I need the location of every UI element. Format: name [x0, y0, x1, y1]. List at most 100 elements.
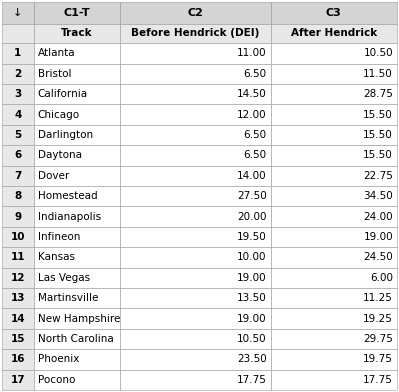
Bar — [2, 104, 34, 125]
Text: 24.00: 24.00 — [363, 212, 393, 221]
Text: 17.75: 17.75 — [237, 375, 267, 385]
Bar — [34, 247, 120, 268]
Bar — [120, 2, 271, 24]
Text: C2: C2 — [188, 8, 203, 18]
Text: 11: 11 — [10, 252, 25, 262]
Text: 12: 12 — [10, 273, 25, 283]
Text: 22.75: 22.75 — [363, 171, 393, 181]
Bar — [120, 349, 271, 370]
Text: 6.00: 6.00 — [370, 273, 393, 283]
Bar — [34, 349, 120, 370]
Bar — [120, 370, 271, 390]
Bar — [120, 268, 271, 288]
Text: 15.50: 15.50 — [363, 109, 393, 120]
Text: Daytona: Daytona — [38, 151, 81, 160]
Bar — [271, 186, 397, 206]
Bar — [120, 227, 271, 247]
Text: 16: 16 — [10, 354, 25, 365]
Bar — [2, 64, 34, 84]
Text: 11.50: 11.50 — [363, 69, 393, 79]
Bar — [2, 2, 34, 24]
Bar — [34, 165, 120, 186]
Bar — [271, 206, 397, 227]
Bar — [34, 84, 120, 104]
Text: 1: 1 — [14, 48, 22, 58]
Text: 29.75: 29.75 — [363, 334, 393, 344]
Bar — [271, 64, 397, 84]
Text: 2: 2 — [14, 69, 22, 79]
Text: 28.75: 28.75 — [363, 89, 393, 99]
Text: ↓: ↓ — [13, 8, 22, 18]
Bar — [34, 370, 120, 390]
Text: 8: 8 — [14, 191, 22, 201]
Bar — [120, 24, 271, 43]
Text: 20.00: 20.00 — [237, 212, 267, 221]
Bar — [2, 43, 34, 64]
Text: 19.25: 19.25 — [363, 314, 393, 324]
Text: Las Vegas: Las Vegas — [38, 273, 90, 283]
Bar — [34, 125, 120, 145]
Bar — [271, 349, 397, 370]
Text: 14.50: 14.50 — [237, 89, 267, 99]
Bar — [120, 64, 271, 84]
Text: Before Hendrick (DEI): Before Hendrick (DEI) — [131, 28, 260, 38]
Text: 6.50: 6.50 — [243, 69, 267, 79]
Text: 10.50: 10.50 — [237, 334, 267, 344]
Bar — [34, 288, 120, 309]
Bar — [120, 206, 271, 227]
Bar — [2, 329, 34, 349]
Text: Kansas: Kansas — [38, 252, 75, 262]
Text: After Hendrick: After Hendrick — [291, 28, 377, 38]
Bar — [34, 329, 120, 349]
Text: 9: 9 — [14, 212, 22, 221]
Text: 10.50: 10.50 — [363, 48, 393, 58]
Text: 15: 15 — [10, 334, 25, 344]
Bar — [34, 64, 120, 84]
Bar — [2, 186, 34, 206]
Bar — [2, 370, 34, 390]
Text: California: California — [38, 89, 88, 99]
Text: Chicago: Chicago — [38, 109, 80, 120]
Bar — [271, 125, 397, 145]
Text: Indianapolis: Indianapolis — [38, 212, 101, 221]
Text: C3: C3 — [326, 8, 342, 18]
Bar — [120, 165, 271, 186]
Bar — [2, 349, 34, 370]
Bar — [271, 165, 397, 186]
Text: Dover: Dover — [38, 171, 69, 181]
Text: 6.50: 6.50 — [243, 130, 267, 140]
Text: 15.50: 15.50 — [363, 130, 393, 140]
Text: Darlington: Darlington — [38, 130, 93, 140]
Text: 27.50: 27.50 — [237, 191, 267, 201]
Bar — [271, 329, 397, 349]
Bar — [120, 329, 271, 349]
Bar — [271, 104, 397, 125]
Text: 19.00: 19.00 — [363, 232, 393, 242]
Bar — [271, 145, 397, 165]
Text: 17: 17 — [10, 375, 25, 385]
Text: 6: 6 — [14, 151, 22, 160]
Bar — [271, 288, 397, 309]
Text: 19.00: 19.00 — [237, 273, 267, 283]
Bar — [120, 309, 271, 329]
Bar — [271, 268, 397, 288]
Text: 11.00: 11.00 — [237, 48, 267, 58]
Bar — [2, 288, 34, 309]
Text: Bristol: Bristol — [38, 69, 71, 79]
Bar — [34, 2, 120, 24]
Text: 34.50: 34.50 — [363, 191, 393, 201]
Text: Infineon: Infineon — [38, 232, 80, 242]
Text: 13: 13 — [10, 293, 25, 303]
Text: Homestead: Homestead — [38, 191, 97, 201]
Bar — [2, 84, 34, 104]
Bar — [34, 145, 120, 165]
Bar — [34, 206, 120, 227]
Bar — [271, 84, 397, 104]
Text: 6.50: 6.50 — [243, 151, 267, 160]
Bar — [120, 288, 271, 309]
Bar — [2, 268, 34, 288]
Text: Atlanta: Atlanta — [38, 48, 75, 58]
Bar — [271, 2, 397, 24]
Text: 15.50: 15.50 — [363, 151, 393, 160]
Bar — [271, 43, 397, 64]
